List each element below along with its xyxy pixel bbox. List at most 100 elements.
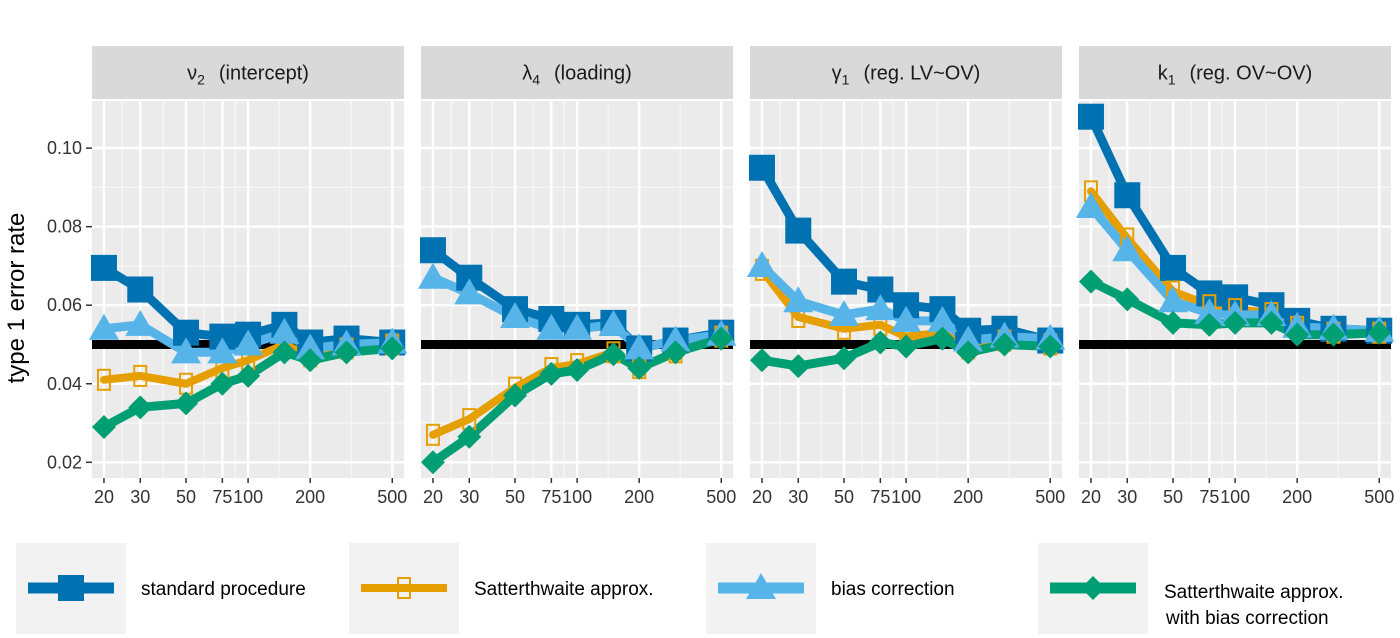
data-point-s3 (417, 262, 448, 289)
y-tick-label: 0.04 (47, 374, 82, 394)
legend-key-marker (58, 575, 84, 601)
strip-symbol: ν (187, 63, 197, 85)
data-point-s4 (1367, 320, 1392, 345)
data-point-s4 (298, 348, 323, 373)
data-point-s3 (783, 286, 814, 313)
y-tick-label: 0.06 (47, 295, 82, 315)
legend-label: Satterthwaite approx. with bias correctio… (1164, 582, 1344, 629)
data-point-s4 (565, 358, 590, 383)
strip-background (750, 46, 1062, 99)
data-point-s3 (660, 325, 691, 352)
data-point-s4 (457, 424, 482, 449)
data-point-s3 (536, 313, 567, 340)
data-point-s4 (91, 414, 116, 439)
data-point-s4 (627, 356, 652, 381)
data-point-s4 (749, 348, 774, 373)
x-tick-label: 20 (423, 487, 443, 507)
x-tick-label: 20 (1081, 487, 1101, 507)
x-tick-label: 20 (94, 487, 114, 507)
legend-label: Satterthwaite approx. (474, 579, 654, 600)
data-point-s3 (171, 337, 202, 364)
data-point-s4 (832, 346, 857, 371)
x-tick-label: 100 (1220, 487, 1250, 507)
data-point-s3 (295, 333, 326, 360)
data-point-s3 (1075, 192, 1106, 219)
data-point-s3 (624, 333, 655, 360)
legend-key-marker (746, 573, 776, 599)
y-tick-label: 0.02 (47, 452, 82, 472)
data-point-s1 (748, 154, 775, 181)
panel-3: γ1 (reg. LV~OV) 20 30 50 75 100 200 500 (746, 46, 1065, 507)
data-point-s4 (1197, 312, 1222, 337)
legend-label-line: Satterthwaite approx. (1164, 582, 1344, 603)
strip-subscript: 1 (842, 72, 850, 88)
data-point-s3 (865, 294, 896, 321)
x-tick-label: 100 (233, 487, 263, 507)
data-point-s4 (930, 326, 955, 351)
x-tick-label: 30 (459, 487, 479, 507)
data-point-s4 (956, 340, 981, 365)
x-tick-label: 200 (953, 487, 983, 507)
data-point-s4 (894, 334, 919, 359)
data-point-s4 (380, 336, 405, 361)
x-tick-label: 50 (505, 487, 525, 507)
data-point-s4 (210, 371, 235, 396)
data-point-s4 (503, 383, 528, 408)
data-point-s4 (174, 391, 199, 416)
y-axis: 0.02 0.04 0.06 0.08 0.10 (47, 138, 92, 472)
data-point-s4 (786, 354, 811, 379)
strip-subscript: 2 (197, 72, 205, 88)
data-point-s3 (746, 250, 777, 277)
data-point-s3 (269, 317, 300, 344)
x-tick-label: 500 (377, 487, 407, 507)
data-point-s2 (96, 368, 111, 391)
data-point-s4 (1259, 310, 1284, 335)
data-point-s4 (709, 326, 734, 351)
x-tick-label: 50 (1163, 487, 1183, 507)
data-point-s3 (891, 305, 922, 332)
data-point-s3 (1112, 235, 1143, 262)
data-point-s4 (663, 340, 688, 365)
legend-item-4: Satterthwaite approx. with bias correctio… (1038, 543, 1344, 634)
strip-background (1079, 46, 1391, 99)
x-tick-label: 30 (1117, 487, 1137, 507)
strip-symbol: γ (832, 63, 842, 85)
x-tick-label: 30 (130, 487, 150, 507)
strip-text: (reg. LV~OV) (863, 63, 980, 85)
panel-4: k1 (reg. OV~OV) 20 30 50 75 100 200 500 (1075, 46, 1394, 507)
strip-label: ν2 (intercept) (187, 63, 309, 88)
y-axis-title: type 1 error rate (3, 213, 30, 384)
data-point-s4 (1115, 287, 1140, 312)
legend-key-marker (397, 577, 411, 599)
panel-1: ν2 (intercept) 20 30 50 75 100 200 500 (88, 46, 407, 507)
data-point-s1 (1114, 182, 1141, 209)
data-point-s4 (1285, 322, 1310, 347)
x-tick-label: 200 (1282, 487, 1312, 507)
data-point-s2 (425, 423, 440, 446)
data-point-s4 (420, 450, 445, 475)
data-point-s4 (539, 361, 564, 386)
legend-item-1: standard procedure (16, 543, 306, 634)
data-point-s1 (1077, 103, 1104, 130)
legend-label-line: bias correction (831, 579, 955, 600)
strip-label: γ1 (reg. LV~OV) (832, 63, 981, 88)
data-point-s4 (1161, 310, 1186, 335)
strip-text: (intercept) (219, 63, 309, 85)
data-point-s3 (233, 329, 264, 356)
data-point-s3 (598, 309, 629, 336)
legend-key-marker (1081, 576, 1105, 600)
data-point-s4 (1223, 310, 1248, 335)
strip-symbol: λ (522, 63, 532, 85)
x-tick-label: 500 (706, 487, 736, 507)
data-point-s3 (562, 313, 593, 340)
strip-label: k1 (reg. OV~OV) (1158, 63, 1313, 88)
y-tick-label: 0.08 (47, 217, 82, 237)
data-point-s4 (601, 342, 626, 367)
data-point-s3 (1158, 286, 1189, 313)
strip-background (92, 46, 404, 99)
x-tick-label: 50 (834, 487, 854, 507)
data-point-s3 (88, 313, 119, 340)
data-point-s3 (454, 278, 485, 305)
